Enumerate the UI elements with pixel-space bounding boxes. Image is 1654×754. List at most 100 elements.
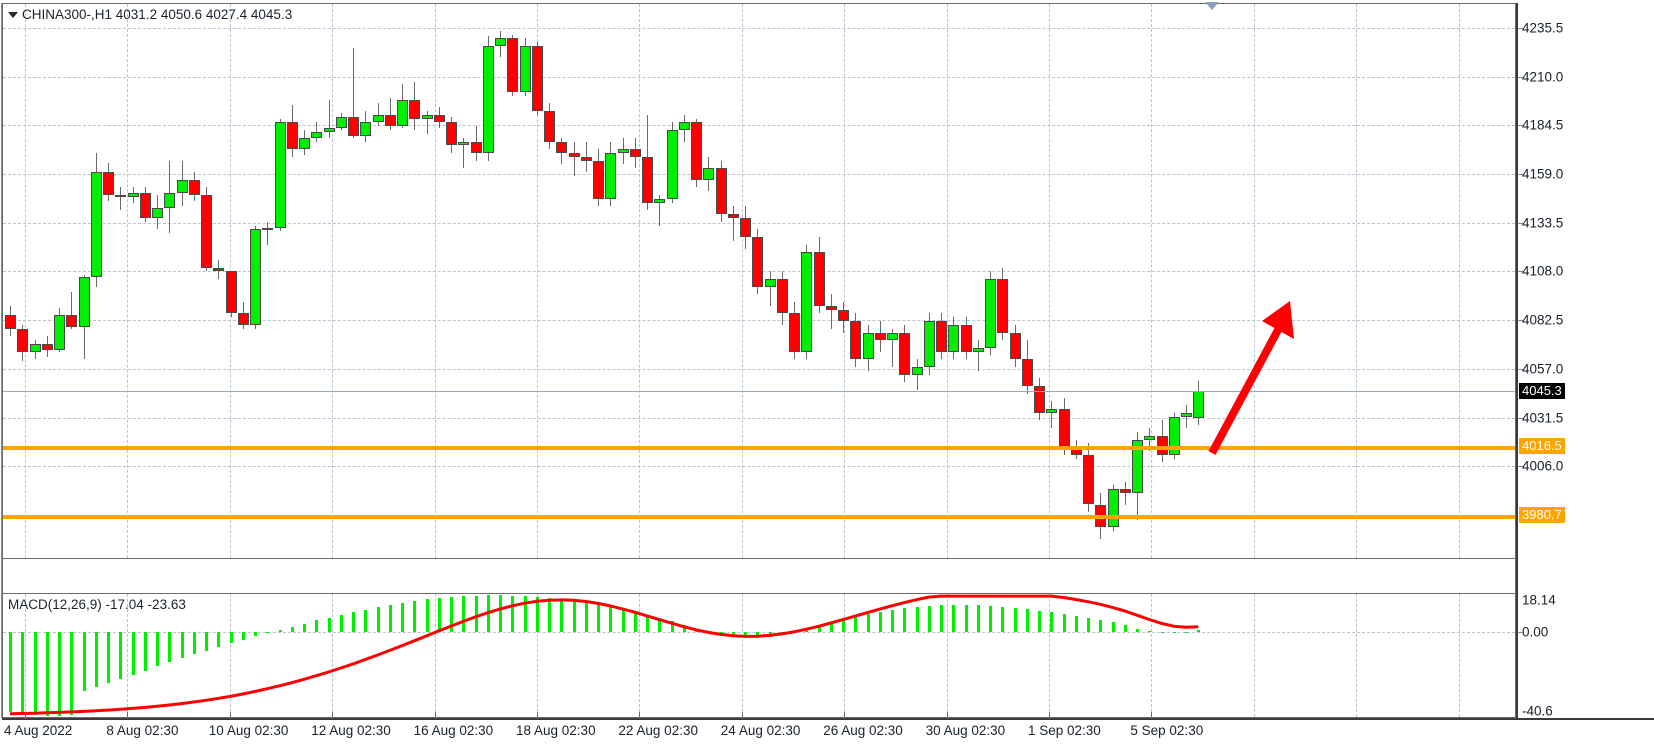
x-axis-label-strip[interactable] xyxy=(0,720,1654,754)
macd-histogram-bar xyxy=(940,605,943,632)
caret-down-icon[interactable] xyxy=(8,11,18,18)
macd-histogram-bar xyxy=(303,623,306,632)
macd-histogram-bar xyxy=(854,616,858,632)
candle-body-bearish xyxy=(103,172,114,196)
macd-histogram-bar xyxy=(205,631,208,651)
support-resistance-line xyxy=(3,446,1515,451)
candle-body-bearish xyxy=(433,114,445,123)
candlestick xyxy=(409,4,421,558)
candlestick xyxy=(78,4,90,558)
candle-wick xyxy=(830,294,832,329)
y-axis-label: 4108.0 xyxy=(1522,263,1564,279)
vertical-gridline xyxy=(844,4,846,558)
candle-body-bullish xyxy=(1181,412,1192,417)
vertical-gridline xyxy=(1253,594,1255,717)
price-header-text: CHINA300-,H1 4031.2 4050.6 4027.4 4045.3 xyxy=(22,7,293,22)
macd-histogram-bar xyxy=(817,626,821,632)
candle-body-bearish xyxy=(556,141,568,153)
macd-histogram-bar xyxy=(1099,619,1103,632)
macd-histogram-bar xyxy=(192,631,196,655)
candle-body-bullish xyxy=(127,193,139,197)
candle-wick xyxy=(1186,405,1187,429)
macd-histogram-bar xyxy=(266,631,270,634)
candle-body-bullish xyxy=(176,179,188,194)
candle-body-bullish xyxy=(764,279,776,287)
candle-body-bearish xyxy=(531,46,543,111)
macd-histogram-bar xyxy=(866,614,870,632)
candlestick xyxy=(1046,4,1058,558)
macd-histogram-bar xyxy=(413,601,417,632)
candle-wick xyxy=(120,187,122,211)
macd-histogram-bar xyxy=(156,631,159,667)
price-chart-panel[interactable] xyxy=(2,3,1516,559)
price-panel-header: CHINA300-,H1 4031.2 4050.6 4027.4 4045.3 xyxy=(8,7,292,22)
candlestick xyxy=(1021,4,1033,558)
vertical-gridline xyxy=(741,4,743,558)
candle-body-bullish xyxy=(948,324,960,352)
candle-body-bullish xyxy=(678,122,690,131)
macd-histogram-bar xyxy=(1160,631,1164,633)
candle-body-bearish xyxy=(115,195,127,198)
candlestick xyxy=(433,4,445,558)
macd-axis-tick xyxy=(1518,631,1523,633)
macd-indicator-panel[interactable] xyxy=(2,593,1516,718)
candle-body-bullish xyxy=(1046,408,1058,413)
resistance-level-badge[interactable]: 4016.5 xyxy=(1519,438,1565,455)
chart-top-marker-icon xyxy=(1205,2,1219,10)
current-price-badge[interactable]: 4045.3 xyxy=(1519,383,1565,400)
candle-body-bullish xyxy=(923,321,935,367)
candle-body-bearish xyxy=(286,122,298,150)
y-axis-label: 4006.0 xyxy=(1522,458,1564,474)
candle-body-bullish xyxy=(1168,416,1180,455)
candle-body-bearish xyxy=(1034,386,1045,413)
candle-body-bearish xyxy=(1021,359,1033,387)
horizontal-gridline xyxy=(3,466,1515,468)
candle-body-bullish xyxy=(703,168,715,180)
candlestick xyxy=(384,4,396,558)
macd-histogram-bar xyxy=(670,621,674,632)
candle-body-bearish xyxy=(41,344,53,350)
macd-histogram-bar xyxy=(682,625,686,632)
y-axis-tick xyxy=(1518,27,1523,29)
vertical-gridline xyxy=(1458,4,1460,558)
candlestick xyxy=(54,4,65,558)
candlestick xyxy=(764,4,776,558)
candlestick xyxy=(66,4,78,558)
macd-histogram-bar xyxy=(45,631,49,716)
candlestick xyxy=(1132,4,1143,558)
y-axis-tick xyxy=(1518,76,1523,78)
candlestick xyxy=(691,4,702,558)
support-level-badge[interactable]: 3980.7 xyxy=(1519,506,1565,523)
candlestick xyxy=(152,4,163,558)
candle-body-bullish xyxy=(421,114,433,119)
candle-body-bearish xyxy=(409,99,421,119)
vertical-gridline xyxy=(946,4,948,558)
candlestick xyxy=(1144,4,1156,558)
macd-histogram-bar xyxy=(891,609,894,632)
y-axis-label: 4159.0 xyxy=(1522,166,1564,182)
macd-histogram-bar xyxy=(548,597,551,632)
vertical-gridline xyxy=(332,594,334,717)
candle-body-bearish xyxy=(776,279,788,314)
candlestick xyxy=(1168,4,1180,558)
candlestick xyxy=(825,4,837,558)
candle-body-bearish xyxy=(642,156,653,203)
x-axis-tick xyxy=(127,712,129,719)
candlestick xyxy=(164,4,176,558)
x-axis-tick xyxy=(946,712,948,719)
vertical-gridline xyxy=(25,4,26,558)
candle-body-bullish xyxy=(911,366,923,375)
candle-body-bullish xyxy=(54,315,65,350)
macd-histogram-bar xyxy=(437,598,441,632)
candle-body-bearish xyxy=(838,309,849,322)
candlestick xyxy=(90,4,102,558)
candlestick xyxy=(519,4,531,558)
candle-body-bearish xyxy=(1009,332,1021,360)
candle-body-bullish xyxy=(862,332,874,360)
x-axis-tick xyxy=(537,712,538,719)
up-arrow-annotation-icon[interactable] xyxy=(1190,285,1320,465)
candle-body-bullish xyxy=(164,193,176,209)
current-price-line xyxy=(3,391,1515,393)
vertical-gridline xyxy=(127,4,129,558)
